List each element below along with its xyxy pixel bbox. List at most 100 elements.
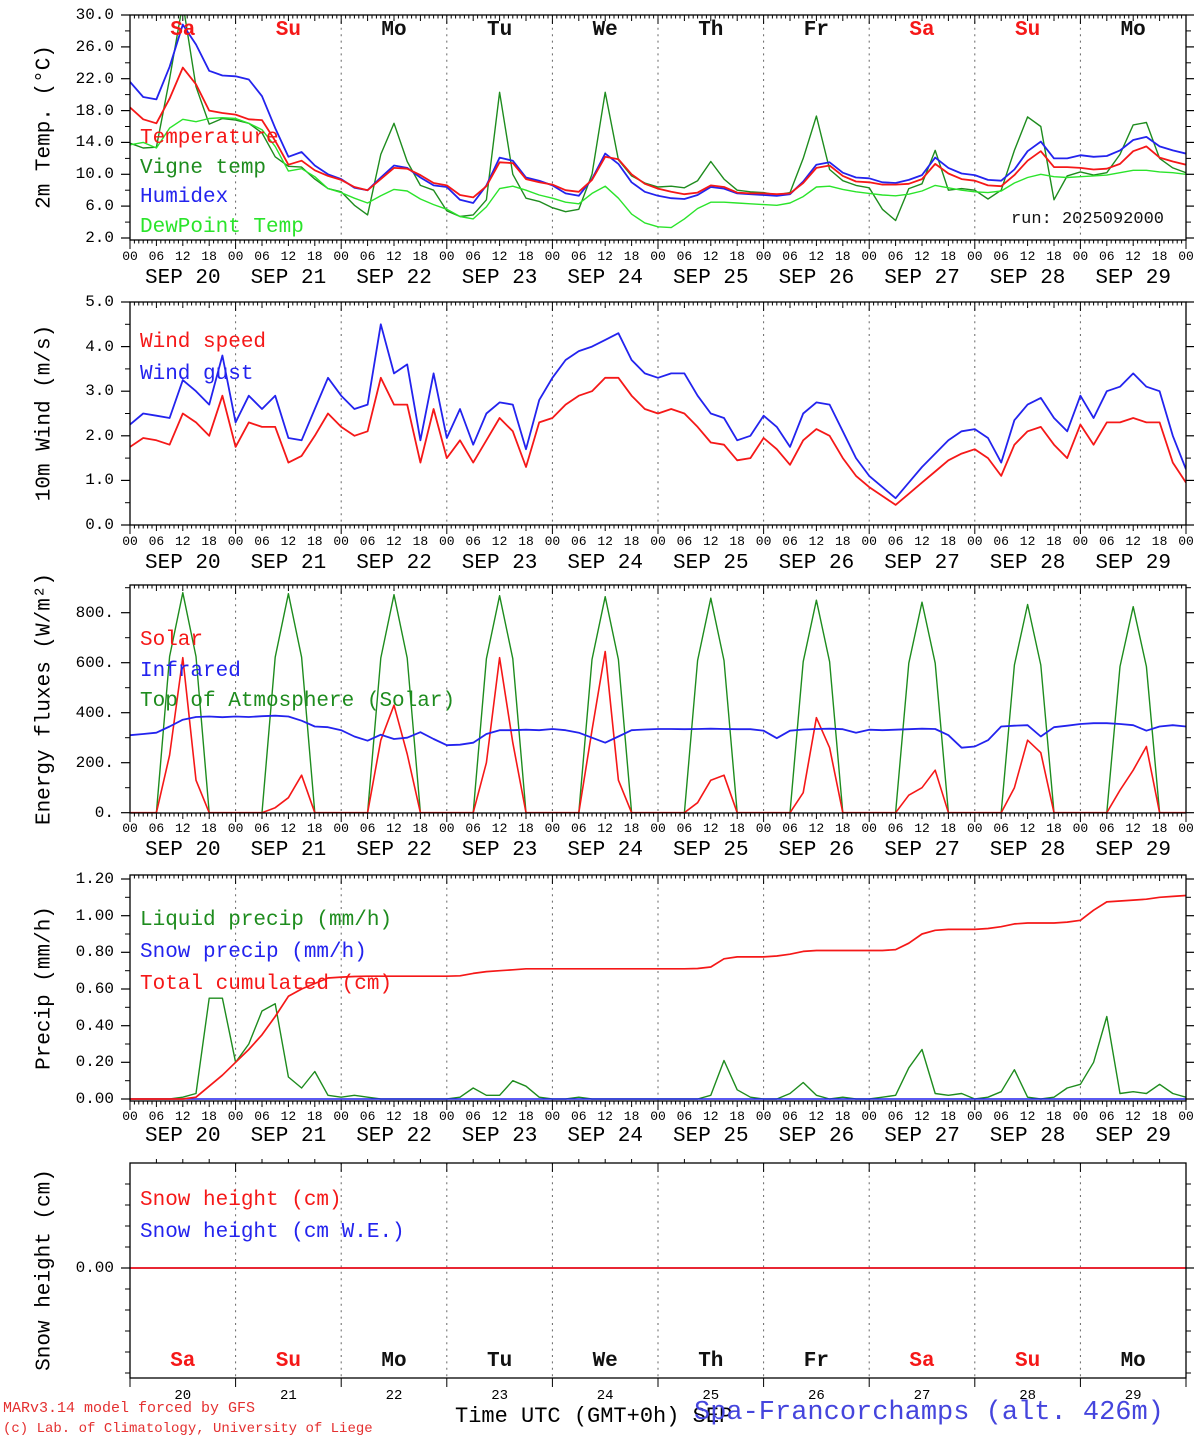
- ytick-label: 22.0: [75, 69, 114, 88]
- hour-tick-label: 18: [201, 1109, 217, 1124]
- weekday-label: We: [592, 19, 618, 42]
- hour-tick-label: 18: [623, 1109, 640, 1124]
- series-humidex: [130, 23, 1186, 204]
- ytick-label: 3.0: [85, 382, 114, 401]
- ytick-label: 10.0: [75, 165, 114, 184]
- hour-tick-label: 06: [148, 534, 165, 549]
- hour-tick-label: 12: [808, 249, 825, 264]
- station-title: Spa-Francorchamps (alt. 426m): [694, 1398, 1164, 1428]
- hour-tick-label: 18: [940, 249, 957, 264]
- hour-tick-label: 18: [1151, 1109, 1168, 1124]
- date-label: SEP 26: [778, 1125, 855, 1148]
- hour-tick-label: 06: [570, 1109, 587, 1124]
- hour-tick-label: 06: [1098, 249, 1115, 264]
- date-label: SEP 28: [989, 267, 1066, 290]
- hour-tick-label: 06: [782, 821, 798, 836]
- weekday-label: Sa: [909, 1350, 935, 1373]
- date-label: SEP 20: [144, 267, 221, 290]
- ytick-label: 18.0: [75, 101, 114, 120]
- y-axis-title-temp: 2m Temp. (°C): [33, 45, 57, 209]
- weekday-label: Mo: [1120, 1350, 1146, 1373]
- hour-tick-label: 06: [148, 249, 165, 264]
- hour-tick-label: 12: [808, 534, 825, 549]
- hour-tick-label: 00: [755, 534, 772, 549]
- date-label: SEP 22: [356, 1125, 432, 1148]
- hour-tick-label: 18: [201, 821, 217, 836]
- legend-entry: Temperature: [140, 127, 279, 150]
- hour-tick-label: 12: [597, 821, 613, 836]
- date-label: SEP 26: [778, 839, 855, 862]
- hour-tick-label: 00: [333, 821, 349, 836]
- hour-tick-label: 06: [993, 1109, 1009, 1124]
- hour-tick-label: 12: [174, 1109, 191, 1124]
- hour-tick-label: 00: [122, 249, 138, 264]
- date-label: SEP 27: [884, 552, 960, 575]
- hour-tick-label: 12: [1019, 1109, 1036, 1124]
- date-label: SEP 23: [461, 839, 538, 862]
- ytick-label: 0.00: [75, 1259, 114, 1277]
- hour-tick-label: 18: [940, 534, 957, 549]
- day-number-label: 29: [1124, 1388, 1142, 1404]
- ytick-label: 0.40: [75, 1016, 114, 1035]
- day-number-label: 27: [913, 1388, 931, 1404]
- hour-tick-label: 00: [438, 249, 455, 264]
- date-label: SEP 28: [989, 1125, 1066, 1148]
- hour-tick-label: 18: [834, 1109, 851, 1124]
- legend-entry: Snow height (cm): [140, 1189, 342, 1212]
- hour-tick-label: 00: [333, 249, 349, 264]
- hour-tick-label: 18: [201, 249, 217, 264]
- hour-tick-label: 06: [676, 821, 693, 836]
- hour-tick-label: 12: [914, 249, 930, 264]
- hour-tick-label: 18: [623, 534, 640, 549]
- hour-tick-label: 00: [227, 821, 244, 836]
- hour-tick-label: 12: [914, 1109, 930, 1124]
- hour-tick-label: 00: [1072, 821, 1089, 836]
- hour-tick-label: 12: [491, 1109, 508, 1124]
- date-label: SEP 23: [461, 267, 538, 290]
- hour-tick-label: 06: [993, 249, 1009, 264]
- hour-tick-label: 06: [887, 534, 904, 549]
- hour-tick-label: 18: [518, 821, 534, 836]
- hour-tick-label: 06: [993, 534, 1009, 549]
- weekday-label: Mo: [381, 1350, 407, 1373]
- hour-tick-label: 18: [1046, 534, 1062, 549]
- date-label: SEP 22: [356, 267, 432, 290]
- ytick-label: 600.: [75, 653, 114, 672]
- hour-tick-label: 00: [861, 534, 877, 549]
- hour-tick-label: 12: [1019, 249, 1036, 264]
- series-total-cumulated: [130, 894, 1186, 1100]
- hour-tick-label: 18: [940, 1109, 957, 1124]
- hour-tick-label: 18: [306, 1109, 323, 1124]
- hour-tick-label: 12: [597, 1109, 613, 1124]
- date-label: SEP 24: [567, 839, 643, 862]
- hour-tick-label: 00: [861, 249, 877, 264]
- legend-entry: Snow precip (mm/h): [140, 941, 367, 964]
- weekday-label: Sa: [909, 19, 935, 42]
- hour-tick-label: 12: [1125, 534, 1141, 549]
- series-infrared: [130, 714, 1186, 749]
- hour-tick-label: 06: [676, 249, 693, 264]
- hour-tick-label: 00: [544, 1109, 561, 1124]
- series-dewpoint-temp: [130, 116, 1186, 229]
- date-label: SEP 22: [356, 839, 432, 862]
- hour-tick-label: 06: [782, 249, 798, 264]
- hour-tick-label: 18: [623, 249, 640, 264]
- hour-tick-label: 18: [940, 821, 957, 836]
- day-number-label: 24: [596, 1388, 614, 1404]
- hour-tick-label: 18: [729, 249, 745, 264]
- panel-border: [129, 1162, 1187, 1379]
- hour-tick-label: 00: [755, 249, 772, 264]
- hour-tick-label: 00: [966, 821, 983, 836]
- ytick-label: 1.0: [85, 471, 114, 490]
- ytick-label: 2.0: [85, 229, 114, 247]
- legend-entry: Top of Atmosphere (Solar): [140, 690, 456, 713]
- hour-tick-label: 12: [386, 534, 402, 549]
- hour-tick-label: 18: [834, 534, 851, 549]
- hour-tick-label: 12: [702, 1109, 719, 1124]
- hour-tick-label: 18: [729, 1109, 745, 1124]
- hour-tick-label: 12: [702, 249, 719, 264]
- hour-tick-label: 18: [412, 821, 429, 836]
- hour-tick-label: 06: [1098, 1109, 1115, 1124]
- date-label: SEP 25: [672, 267, 749, 290]
